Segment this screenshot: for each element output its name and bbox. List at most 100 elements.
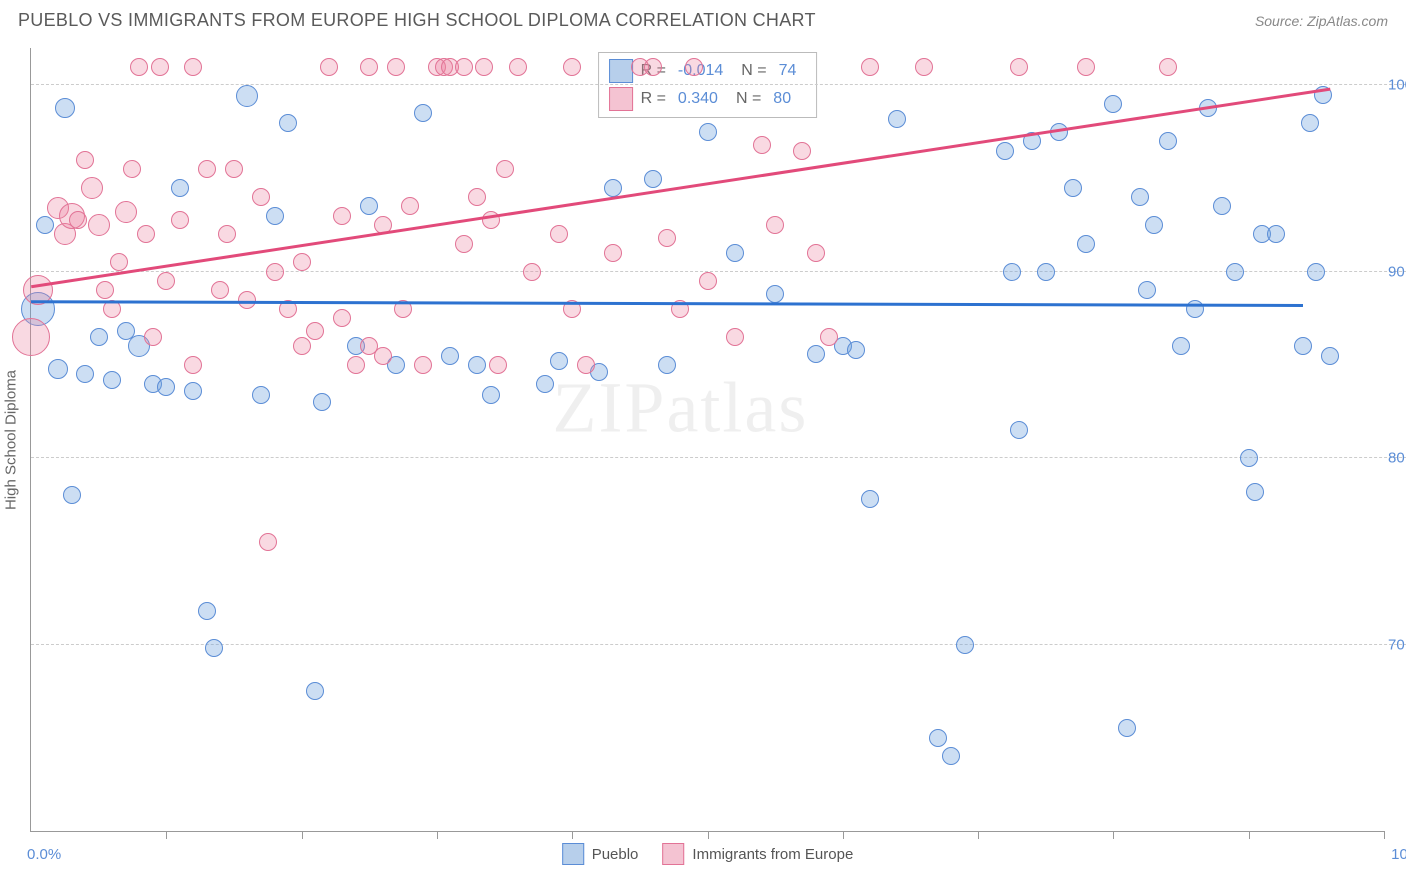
data-point [157,272,175,290]
data-point [509,58,527,76]
data-point [766,216,784,234]
gridline-h [31,271,1406,272]
data-point [1172,337,1190,355]
stat-r-label: R = [641,90,666,108]
data-point [563,58,581,76]
data-point [81,177,103,199]
data-point [929,729,947,747]
data-point [69,211,87,229]
data-point [1077,235,1095,253]
data-point [766,285,784,303]
series-swatch [609,87,633,111]
data-point [313,393,331,411]
data-point [604,244,622,262]
data-point [1159,58,1177,76]
data-point [482,386,500,404]
data-point [536,375,554,393]
y-tick-label: 90.0% [1388,263,1406,280]
data-point [205,639,223,657]
data-point [455,235,473,253]
legend-item: Pueblo [562,843,639,865]
legend-swatch [562,843,584,865]
data-point [489,356,507,374]
data-point [36,216,54,234]
data-point [171,179,189,197]
x-tick [437,831,438,839]
data-point [726,328,744,346]
data-point [252,188,270,206]
data-point [658,356,676,374]
data-point [238,291,256,309]
data-point [1138,281,1156,299]
data-point [1118,719,1136,737]
data-point [320,58,338,76]
data-point [455,58,473,76]
data-point [184,382,202,400]
data-point [103,371,121,389]
data-point [211,281,229,299]
x-tick [1384,831,1385,839]
data-point [644,58,662,76]
data-point [171,211,189,229]
stat-n-value: 80 [773,90,791,108]
data-point [475,58,493,76]
legend: Pueblo Immigrants from Europe [562,843,854,865]
data-point [88,214,110,236]
legend-swatch [662,843,684,865]
data-point [137,225,155,243]
data-point [414,356,432,374]
data-point [1321,347,1339,365]
data-point [468,188,486,206]
data-point [1037,263,1055,281]
watermark: ZIPatlas [552,367,808,450]
chart-title: PUEBLO VS IMMIGRANTS FROM EUROPE HIGH SC… [18,10,816,31]
legend-label: Pueblo [592,846,639,863]
data-point [523,263,541,281]
data-point [55,98,75,118]
data-point [888,110,906,128]
data-point [550,352,568,370]
data-point [1145,216,1163,234]
data-point [90,328,108,346]
chart-header: PUEBLO VS IMMIGRANTS FROM EUROPE HIGH SC… [0,0,1406,37]
data-point [468,356,486,374]
data-point [550,225,568,243]
data-point [820,328,838,346]
trend-line [31,300,1303,306]
data-point [333,207,351,225]
data-point [1010,421,1028,439]
legend-label: Immigrants from Europe [692,846,853,863]
data-point [861,490,879,508]
data-point [726,244,744,262]
data-point [956,636,974,654]
stats-row: R =0.340N =80 [609,85,807,113]
x-tick [166,831,167,839]
x-max-label: 100.0% [1391,846,1406,863]
data-point [1010,58,1028,76]
data-point [306,322,324,340]
data-point [184,58,202,76]
data-point [259,533,277,551]
data-point [1246,483,1264,501]
watermark-bold: ZIP [552,368,666,448]
data-point [12,318,50,356]
data-point [347,356,365,374]
data-point [942,747,960,765]
x-tick [572,831,573,839]
data-point [807,345,825,363]
chart-area: High School Diploma ZIPatlas R =-0.014N … [30,48,1384,832]
legend-item: Immigrants from Europe [662,843,853,865]
data-point [644,170,662,188]
x-tick [302,831,303,839]
x-tick [1249,831,1250,839]
data-point [266,263,284,281]
data-point [1294,337,1312,355]
source-attribution: Source: ZipAtlas.com [1255,13,1388,29]
x-tick [843,831,844,839]
y-tick-label: 80.0% [1388,450,1406,467]
data-point [793,142,811,160]
data-point [1307,263,1325,281]
y-tick-label: 70.0% [1388,636,1406,653]
data-point [151,58,169,76]
data-point [110,253,128,271]
